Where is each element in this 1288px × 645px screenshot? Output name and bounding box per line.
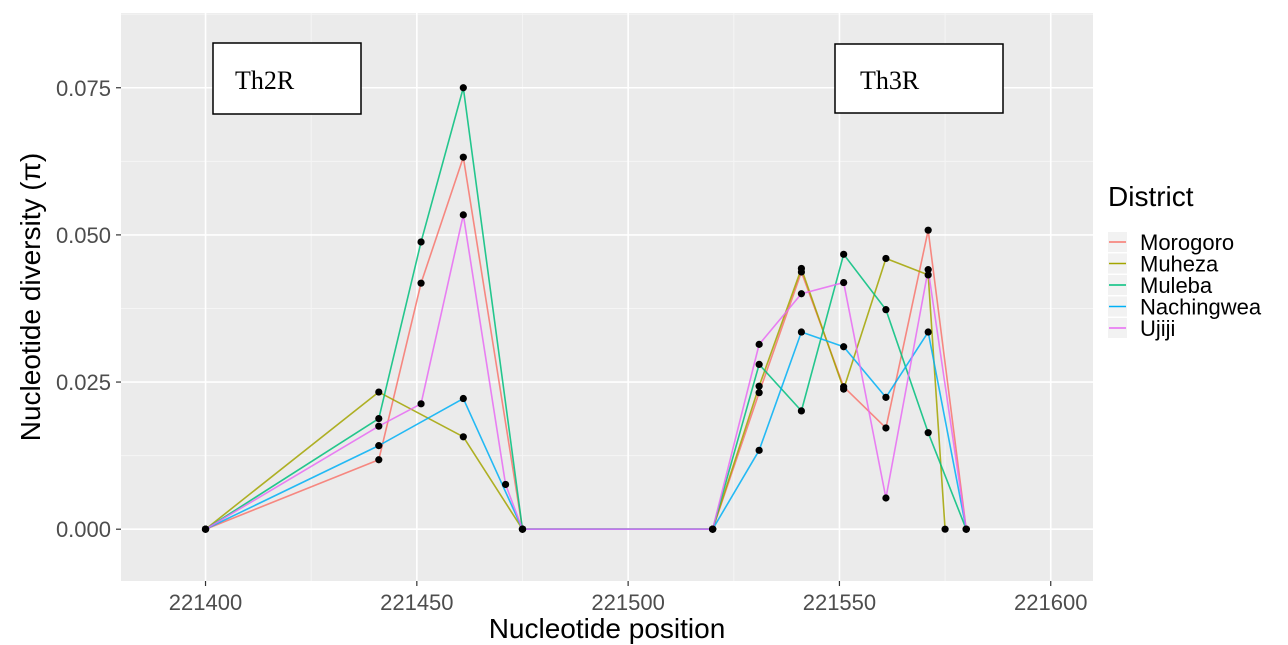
data-point (459, 84, 467, 92)
y-tick-label: 0.025 (56, 370, 111, 395)
series-line-muleba (205, 86, 967, 531)
series-line-morogoro (205, 156, 968, 531)
legend-key-muleba (1108, 275, 1127, 295)
data-point (840, 250, 848, 258)
data-point (882, 494, 890, 502)
data-point (840, 278, 848, 287)
data-point (924, 266, 932, 274)
legend: District MorogoroMuhezaMulebaNachingweaU… (1108, 181, 1262, 341)
data-point (882, 393, 890, 401)
legend-label: Morogoro (1140, 230, 1234, 255)
data-point (518, 525, 527, 533)
x-tick-label: 221500 (591, 590, 664, 615)
annotation-label: Th3R (860, 66, 920, 95)
data-point (755, 389, 763, 397)
data-point (375, 422, 383, 430)
legend-key-ujiji (1108, 318, 1127, 338)
data-point (840, 343, 848, 351)
annotation-box-th2r: Th2R (212, 42, 362, 115)
y-tick-label: 0.050 (56, 223, 111, 248)
data-point (459, 433, 467, 441)
data-point (375, 414, 383, 423)
x-axis-title: Nucleotide position (489, 613, 726, 644)
data-point (924, 271, 932, 279)
data-point (755, 446, 763, 454)
y-tick-label: 0.075 (56, 76, 111, 101)
data-point (924, 328, 932, 336)
data-point (459, 394, 467, 403)
data-point (375, 388, 383, 396)
legend-label: Ujiji (1140, 316, 1175, 341)
data-point (375, 442, 383, 450)
data-points (201, 84, 970, 533)
data-point (459, 153, 467, 161)
data-point (201, 525, 210, 533)
y-axis-title: Nucleotide diversity (π) (15, 153, 46, 442)
data-point (417, 238, 425, 246)
legend-label: Muheza (1140, 252, 1219, 277)
data-point (375, 456, 383, 464)
data-point (459, 211, 467, 219)
data-point (924, 226, 932, 234)
x-tick-label: 221550 (803, 590, 876, 615)
data-point (417, 400, 425, 408)
data-point (755, 382, 763, 390)
data-point (755, 360, 763, 368)
annotation-label: Th2R (235, 66, 295, 95)
legend-key-nachingwea (1108, 296, 1127, 317)
data-point (840, 385, 848, 393)
x-tick-label: 221400 (169, 590, 242, 615)
data-point (501, 480, 510, 489)
data-point (797, 290, 806, 298)
data-point (962, 525, 970, 533)
legend-key-muheza (1108, 253, 1127, 274)
data-point (941, 525, 949, 533)
data-point (797, 328, 806, 336)
legend-title: District (1108, 181, 1194, 212)
data-point (882, 306, 890, 314)
y-tick-label: 0.000 (56, 517, 111, 542)
annotation-box-th3r: Th3R (834, 43, 1004, 114)
data-point (709, 525, 717, 533)
x-axis: 221400 221450 221500 221550 221600 (169, 581, 1087, 615)
x-tick-label: 221450 (380, 590, 453, 615)
data-point (417, 279, 425, 287)
y-axis: 0.000 0.025 0.050 0.075 (56, 76, 121, 542)
data-point (882, 424, 890, 432)
data-point (797, 264, 806, 273)
data-point (924, 429, 932, 437)
data-point (755, 340, 763, 348)
data-point (797, 407, 806, 415)
legend-key-morogoro (1108, 232, 1127, 252)
legend-label: Nachingwea (1140, 295, 1262, 320)
data-point (882, 254, 890, 263)
x-tick-label: 221600 (1014, 590, 1087, 615)
legend-label: Muleba (1140, 273, 1213, 298)
